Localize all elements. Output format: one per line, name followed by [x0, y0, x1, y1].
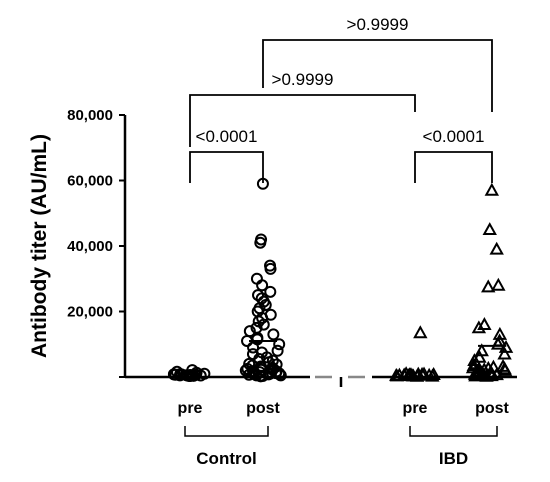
data-point: [186, 364, 199, 377]
data-point: [257, 318, 270, 331]
y-tick-label: 20,000: [67, 304, 113, 321]
x-tick-label: pre: [403, 400, 428, 417]
data-point: [477, 317, 492, 330]
data-point: [492, 326, 508, 340]
group-label: IBD: [439, 449, 468, 468]
y-axis-label: Antibody titer (AU/mL): [28, 134, 51, 358]
p-value-label: <0.0001: [423, 127, 485, 146]
data-point: [267, 328, 280, 341]
y-tick-label: 80,000: [67, 107, 113, 124]
data-point: [411, 367, 426, 381]
data-point: [495, 358, 511, 372]
data-point: [489, 241, 504, 255]
data-point: [171, 365, 184, 378]
y-tick-label: 60,000: [67, 173, 113, 190]
group-label: Control: [196, 449, 256, 468]
data-point: [469, 367, 485, 381]
p-value-label: <0.0001: [196, 127, 258, 146]
data-point: [271, 344, 284, 357]
data-point: [491, 277, 506, 291]
data-point: [392, 367, 407, 381]
data-point: [421, 367, 437, 381]
data-point: [398, 366, 414, 380]
x-tick-label: post: [246, 400, 280, 417]
comparison-bracket: [414, 151, 493, 183]
data-point: [471, 320, 487, 334]
data-point: [248, 366, 261, 379]
data-point: [406, 368, 421, 382]
data-point: [254, 236, 267, 249]
group-bracket: [184, 426, 269, 437]
comparison-bracket: [189, 94, 416, 147]
data-point: [264, 262, 277, 275]
data-point: [259, 298, 272, 311]
data-point: [167, 368, 180, 381]
comparison-bracket: [189, 151, 264, 183]
data-point: [256, 279, 269, 292]
data-point: [413, 325, 428, 339]
data-point: [490, 336, 506, 350]
data-point: [484, 182, 500, 196]
data-point: [497, 346, 512, 360]
data-point: [173, 369, 186, 382]
p-value-label: >0.9999: [347, 15, 409, 34]
y-tick-label: 40,000: [67, 238, 113, 255]
comparison-bracket: [262, 39, 493, 112]
p-value-label: >0.9999: [272, 70, 334, 89]
data-point: [472, 349, 487, 363]
data-point: [273, 338, 286, 351]
x-tick-label: post: [475, 400, 509, 417]
data-point: [256, 312, 269, 325]
group-bracket: [409, 426, 498, 437]
data-point: [482, 222, 497, 236]
data-point: [266, 363, 279, 376]
data-point: [481, 279, 496, 293]
data-point: [483, 365, 499, 379]
x-tick-label: pre: [178, 400, 203, 417]
data-point: [247, 341, 260, 354]
data-point: [264, 285, 277, 298]
